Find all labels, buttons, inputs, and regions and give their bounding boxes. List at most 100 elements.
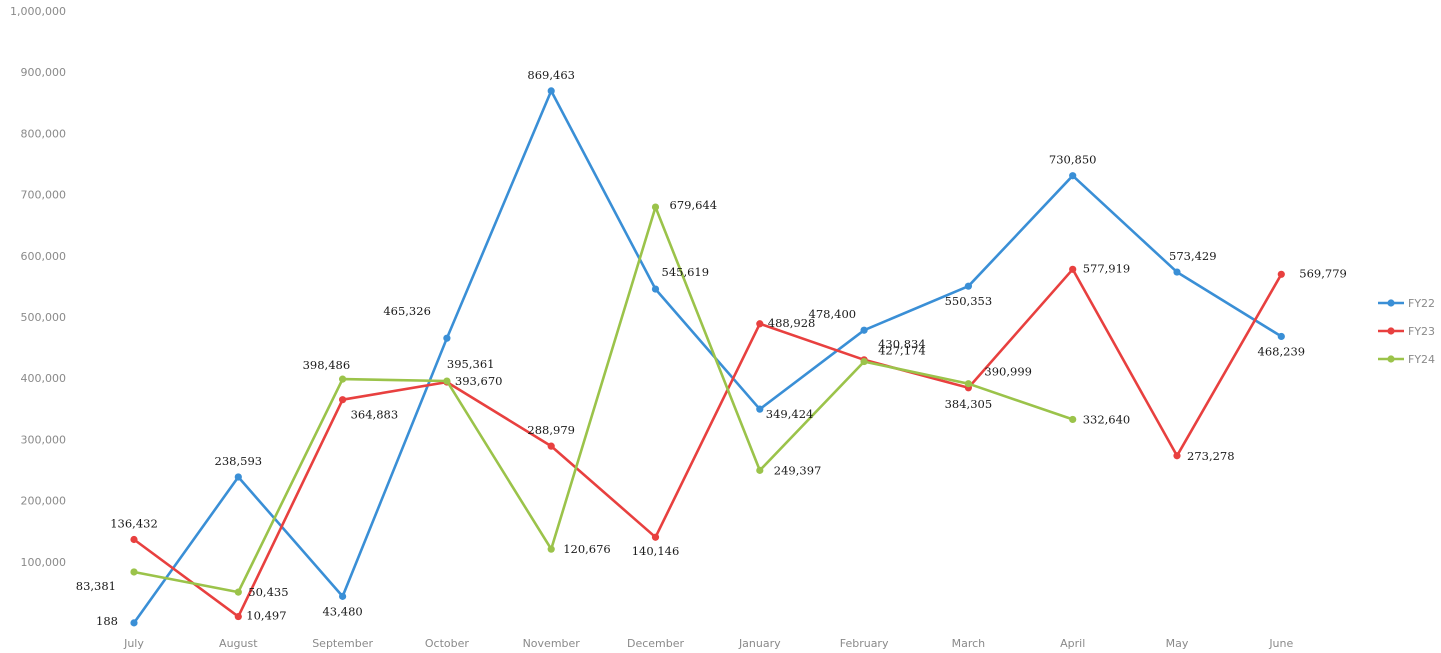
data-point: [1069, 265, 1077, 273]
data-point: [964, 380, 973, 388]
data-point: [651, 533, 660, 541]
data-label: 427,174: [878, 344, 926, 358]
x-tick-label: February: [840, 637, 889, 650]
legend-label: FY24: [1408, 353, 1435, 366]
x-tick-label: March: [952, 637, 986, 650]
data-label: 569,779: [1299, 266, 1347, 280]
data-point: [130, 619, 138, 627]
data-point: [860, 326, 868, 334]
series-line: [132, 267, 1283, 618]
series-line: [132, 205, 1074, 594]
x-tick-label: December: [627, 637, 685, 650]
x-tick-label: November: [523, 637, 581, 650]
data-point: [339, 592, 347, 600]
x-tick-label: June: [1268, 637, 1293, 650]
data-point: [651, 203, 660, 211]
data-label: 273,278: [1187, 449, 1235, 463]
data-label: 488,928: [768, 316, 816, 330]
data-label: 545,619: [662, 265, 710, 279]
data-point: [1173, 268, 1181, 276]
data-point: [1069, 415, 1077, 424]
data-point: [234, 612, 242, 621]
data-label: 430,834: [878, 337, 926, 351]
data-label: 140,146: [632, 544, 680, 558]
x-tick-label: September: [312, 637, 373, 650]
data-label: 332,640: [1083, 412, 1131, 426]
data-label: 468,239: [1258, 344, 1306, 358]
x-tick-label: January: [738, 637, 781, 650]
data-point: [1069, 172, 1077, 180]
data-point: [756, 466, 764, 474]
data-label: 120,676: [563, 542, 611, 556]
y-tick-label: 600,000: [21, 250, 67, 263]
legend-item-fy23: FY23: [1378, 325, 1435, 338]
data-point: [234, 473, 242, 481]
series-line: [132, 89, 1283, 625]
legend-label: FY23: [1408, 325, 1435, 338]
x-tick-label: May: [1166, 637, 1189, 650]
x-tick-label: August: [219, 637, 258, 650]
data-label: 398,486: [303, 358, 351, 372]
data-label: 288,979: [527, 423, 575, 437]
y-tick-label: 200,000: [21, 495, 67, 508]
data-label: 869,463: [527, 68, 575, 82]
data-point: [756, 405, 764, 413]
x-tick-label: July: [123, 637, 144, 650]
legend-swatch-marker: [1387, 299, 1395, 307]
data-label: 50,435: [248, 585, 288, 599]
legend-item-fy22: FY22: [1378, 297, 1435, 310]
data-point: [234, 588, 242, 596]
data-point: [339, 375, 347, 383]
series-fy22: [130, 87, 1285, 627]
data-point: [547, 442, 555, 450]
data-label: 249,397: [774, 463, 822, 477]
data-point: [339, 396, 347, 404]
series-fy23: [130, 265, 1285, 621]
legend-label: FY22: [1408, 297, 1435, 310]
data-label: 478,400: [809, 307, 857, 321]
data-label: 349,424: [766, 407, 814, 421]
data-label: 390,999: [984, 365, 1032, 379]
data-label: 384,305: [945, 397, 993, 411]
legend-swatch-marker: [1387, 327, 1395, 335]
data-label: 188: [96, 614, 118, 628]
data-label: 679,644: [670, 198, 718, 212]
data-label: 465,326: [383, 304, 431, 318]
data-label: 238,593: [215, 454, 263, 468]
data-label: 393,670: [455, 374, 503, 388]
data-point: [756, 320, 764, 328]
data-point: [1173, 452, 1181, 460]
y-tick-label: 1,000,000: [10, 5, 66, 18]
data-label: 10,497: [246, 609, 286, 623]
data-label: 83,381: [76, 579, 116, 593]
data-point: [1277, 332, 1285, 341]
y-tick-label: 300,000: [21, 433, 67, 446]
data-point: [964, 282, 973, 290]
data-label: 577,919: [1083, 261, 1131, 275]
data-label: 550,353: [945, 294, 993, 308]
data-point: [651, 285, 660, 293]
y-tick-label: 400,000: [21, 372, 67, 385]
y-tick-label: 800,000: [21, 127, 67, 140]
data-point: [547, 545, 555, 553]
data-point: [130, 568, 138, 576]
data-point: [860, 357, 868, 366]
data-label: 43,480: [322, 604, 362, 618]
data-label: 364,883: [351, 408, 399, 422]
data-label: 730,850: [1049, 153, 1097, 167]
data-point: [1277, 270, 1285, 278]
series-fy24: [130, 203, 1077, 596]
data-point: [547, 87, 555, 95]
y-tick-label: 900,000: [21, 66, 67, 79]
x-tick-label: April: [1060, 637, 1085, 650]
data-label: 573,429: [1169, 249, 1217, 263]
data-point: [443, 334, 451, 342]
y-tick-label: 700,000: [21, 189, 67, 202]
y-tick-label: 100,000: [21, 556, 67, 569]
data-point: [130, 535, 138, 544]
x-tick-label: October: [425, 637, 469, 650]
legend-swatch-marker: [1387, 355, 1395, 363]
data-label: 136,432: [110, 517, 158, 531]
